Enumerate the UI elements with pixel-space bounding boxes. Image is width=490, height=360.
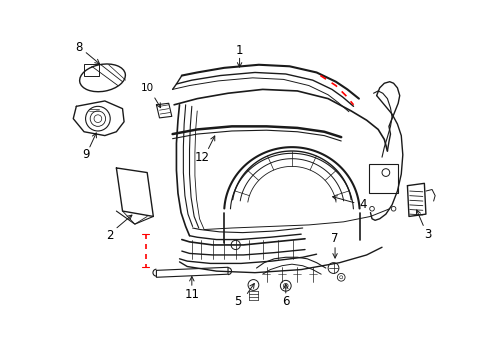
Text: 6: 6: [282, 296, 290, 309]
Text: 9: 9: [82, 148, 89, 161]
Text: 8: 8: [76, 41, 83, 54]
Text: 11: 11: [184, 288, 199, 301]
Text: 7: 7: [331, 232, 339, 245]
Bar: [84, 64, 99, 76]
Text: 3: 3: [424, 228, 431, 240]
Text: 1: 1: [236, 44, 244, 57]
Text: 2: 2: [106, 229, 114, 242]
Bar: [369, 164, 398, 193]
Text: 5: 5: [234, 296, 242, 309]
Text: 4: 4: [359, 198, 367, 211]
Text: 12: 12: [195, 150, 210, 164]
Text: 10: 10: [141, 83, 154, 93]
